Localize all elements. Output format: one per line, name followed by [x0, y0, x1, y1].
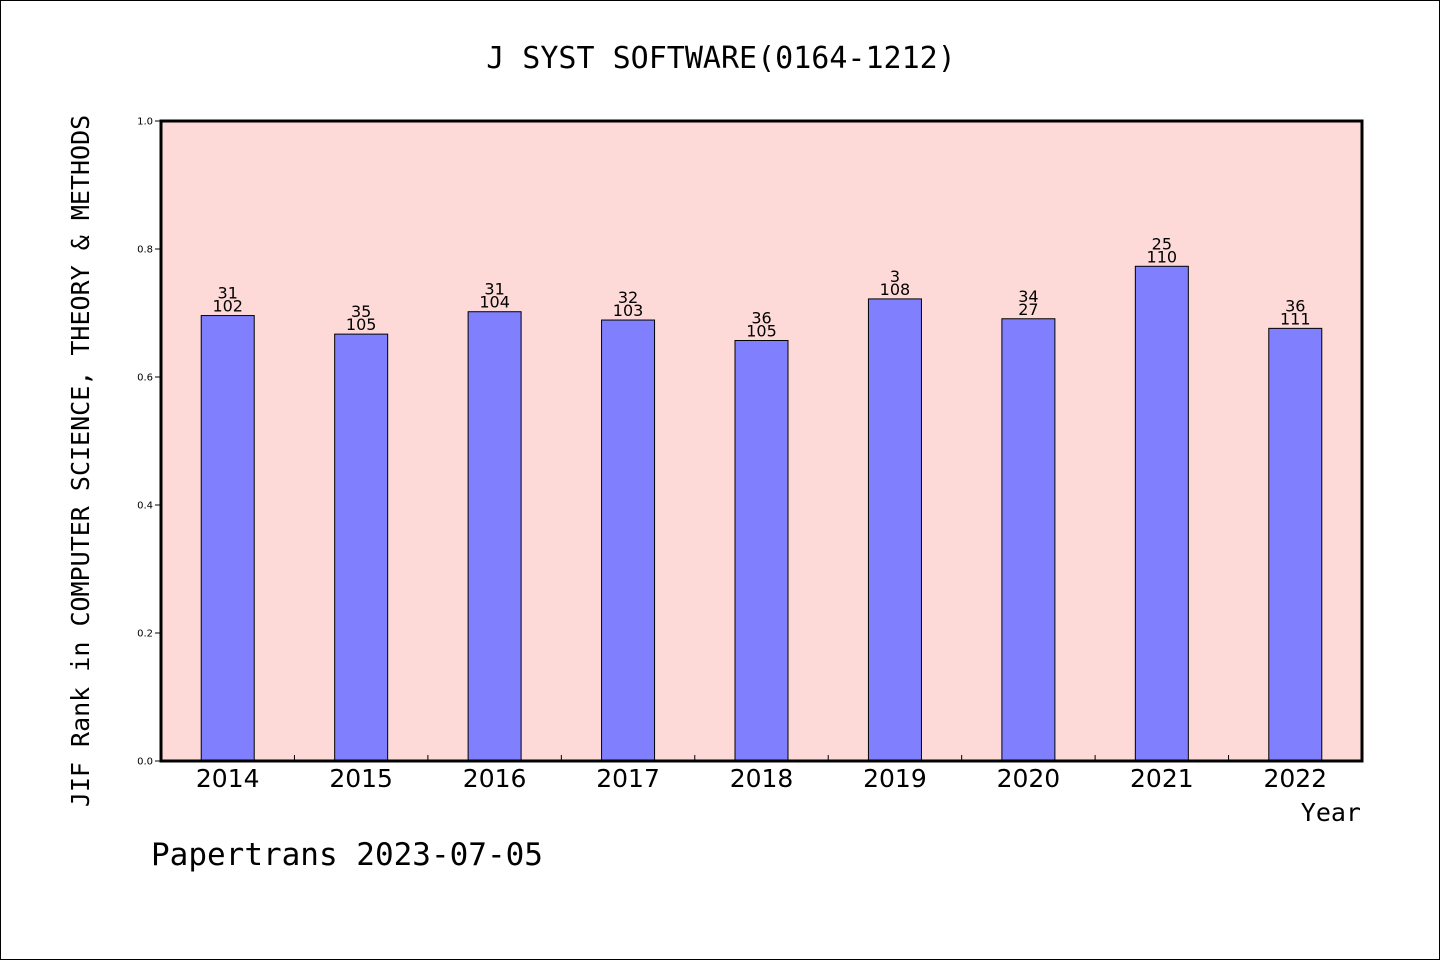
x-tick-label: 2018	[730, 764, 794, 793]
x-tick-label: 2021	[1130, 764, 1194, 793]
plot-border	[159, 119, 1364, 763]
x-tick-label: 2022	[1263, 764, 1327, 793]
bar-total-label: 105	[346, 315, 377, 334]
bar	[1001, 318, 1056, 762]
bar	[601, 319, 656, 762]
bar-rank-label: 32	[618, 288, 638, 307]
bar-total-label: 102	[212, 297, 243, 316]
bar-rank-label: 31	[484, 280, 504, 299]
bar	[1134, 265, 1189, 762]
x-axis: 2014 2015 2016 2017 2018 2019 2020 2021 2022	[196, 755, 1327, 793]
bar-rank-label: 35	[351, 302, 371, 321]
bar-total-label: 104	[479, 293, 510, 312]
y-tick-label: 0.4	[137, 501, 153, 512]
bars-group	[200, 265, 1323, 762]
bar-rank-label: 31	[218, 284, 238, 303]
bar-total-label: 110	[1147, 247, 1178, 266]
bar	[334, 333, 389, 762]
bar	[734, 340, 789, 762]
x-tick-label: 2015	[329, 764, 393, 793]
bar-rank-label: 25	[1152, 234, 1172, 253]
bar-total-label: 27	[1018, 300, 1038, 319]
bar-total-label: 108	[880, 280, 911, 299]
y-tick-label: 0.6	[137, 373, 153, 384]
y-axis-label: JIF Rank in COMPUTER SCIENCE, THEORY & M…	[66, 115, 95, 807]
footer-credit: Papertrans 2023-07-05	[151, 837, 543, 873]
bar-rank-label: 34	[1018, 287, 1038, 306]
x-tick-label: 2020	[997, 764, 1061, 793]
y-tick-label: 0.8	[137, 245, 153, 256]
x-tick-label: 2016	[463, 764, 527, 793]
x-tick-label: 2017	[596, 764, 660, 793]
y-tick-label: 0.0	[137, 757, 153, 768]
bar-rank-label: 36	[1285, 296, 1305, 315]
bar	[200, 315, 255, 762]
x-tick-label: 2019	[863, 764, 927, 793]
bar	[867, 298, 922, 762]
y-tick-label: 1.0	[137, 117, 153, 128]
y-axis: 0.0 0.2 0.4 0.6 0.8 1.0	[137, 117, 161, 768]
bar-total-label: 111	[1280, 309, 1311, 328]
x-tick-label: 2014	[196, 764, 260, 793]
bar-rank-label: 3	[890, 267, 900, 286]
bar-total-label: 105	[746, 322, 777, 341]
x-axis-label: Year	[1301, 798, 1361, 827]
bar	[1268, 327, 1323, 762]
chart-title: J SYST SOFTWARE(0164-1212)	[486, 41, 956, 76]
bar-rank-label: 36	[751, 309, 771, 328]
bar-total-label: 103	[613, 301, 644, 320]
bar	[467, 311, 522, 762]
y-tick-label: 0.2	[137, 629, 153, 640]
